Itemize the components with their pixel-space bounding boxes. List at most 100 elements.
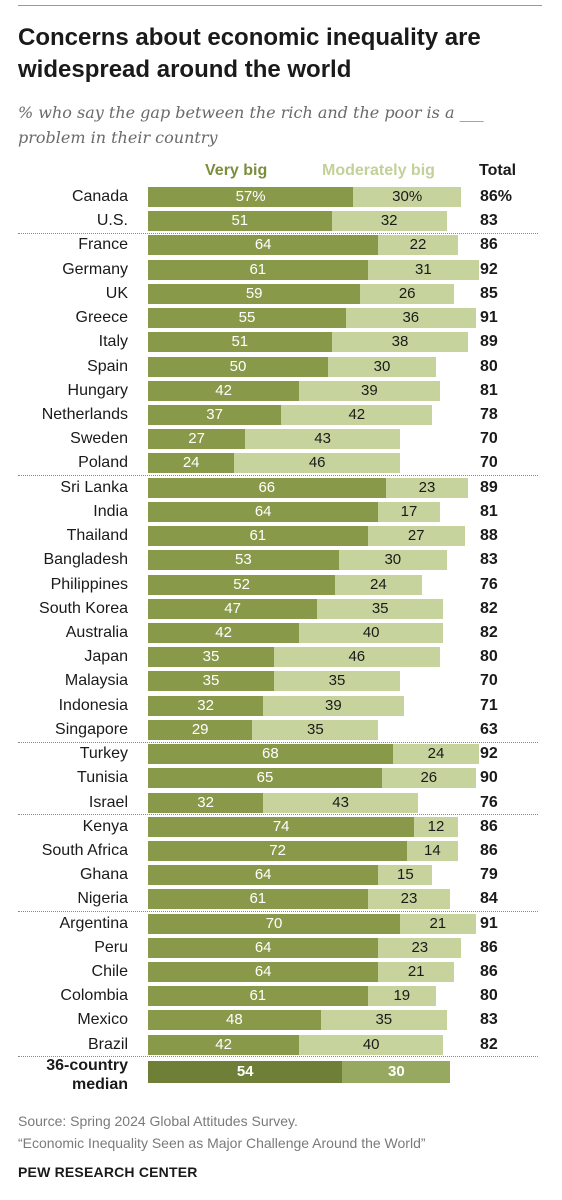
- country-row: Germany 61 31 92: [0, 258, 562, 282]
- total-value: 84: [480, 890, 498, 908]
- bar-very-big: 32: [148, 792, 264, 813]
- country-row: Chile 64 21 86: [0, 960, 562, 984]
- country-label: Bangladesh: [43, 551, 128, 569]
- total-value: 70: [480, 430, 498, 448]
- country-label: Canada: [71, 188, 128, 205]
- bar-moderately-big: 32: [331, 211, 447, 232]
- country-label: Malaysia: [64, 672, 128, 690]
- bar-moderately-big: 35: [320, 1010, 447, 1031]
- country-row: U.S. 51 32 83: [0, 209, 562, 233]
- bar-moderately-big: 40: [299, 1034, 444, 1055]
- bar-very-big: 42: [148, 380, 300, 401]
- bar-very-big: 64: [148, 962, 379, 983]
- total-value: 91: [480, 309, 498, 327]
- country-row: Thailand 61 27 88: [0, 524, 562, 548]
- country-row: Turkey 68 24 92: [0, 742, 562, 766]
- total-value: 82: [480, 1035, 498, 1053]
- country-label: Ghana: [79, 866, 128, 884]
- bar-very-big: 64: [148, 937, 379, 958]
- country-label: South Africa: [41, 841, 128, 859]
- bar-very-big: 35: [148, 671, 274, 692]
- country-label: Tunisia: [77, 769, 128, 787]
- group-separator: [18, 814, 538, 816]
- bar-very-big: 50: [148, 356, 328, 377]
- legend-moderately-big: Moderately big: [322, 162, 435, 179]
- country-label: UK: [105, 284, 128, 302]
- total-value: 80: [480, 987, 498, 1005]
- country-label: Poland: [78, 454, 128, 472]
- bar-moderately-big: 23: [367, 889, 451, 910]
- total-value: 63: [480, 720, 498, 738]
- country-label: Brazil: [87, 1035, 128, 1053]
- total-value: 78: [480, 405, 498, 423]
- total-value: 86: [480, 938, 498, 956]
- median-bar-moderately-big: 30: [342, 1060, 451, 1083]
- bar-very-big: 29: [148, 719, 253, 740]
- bar-moderately-big: 30%: [353, 187, 462, 207]
- pew-research-center-logo: PEW RESEARCH CENTER: [18, 1164, 198, 1180]
- bar-very-big: 52: [148, 574, 336, 595]
- bar-very-big: 72: [148, 840, 408, 861]
- group-separator: [18, 475, 538, 477]
- legend-total: Total: [479, 162, 517, 179]
- top-rule: [18, 5, 542, 6]
- total-value: 79: [480, 866, 498, 884]
- country-label: Netherlands: [41, 405, 128, 423]
- bar-very-big: 61: [148, 526, 368, 547]
- bar-moderately-big: 42: [281, 404, 433, 425]
- country-row: Greece 55 36 91: [0, 306, 562, 330]
- country-label: Greece: [75, 309, 128, 327]
- bar-moderately-big: 26: [382, 768, 476, 789]
- chart-subtitle: % who say the gap between the rich and t…: [18, 103, 484, 147]
- country-row: Japan 35 46 80: [0, 645, 562, 669]
- bar-very-big: 51: [148, 211, 332, 232]
- country-row: South Africa 72 14 86: [0, 839, 562, 863]
- total-value: 90: [480, 769, 498, 787]
- median-label: 36-country median: [46, 1057, 128, 1093]
- group-separator: [18, 741, 538, 743]
- country-row: Hungary 42 39 81: [0, 379, 562, 403]
- total-value: 83: [480, 1011, 498, 1029]
- country-label: U.S.: [96, 212, 128, 230]
- country-label: Colombia: [60, 987, 128, 1005]
- country-label: Spain: [87, 357, 128, 375]
- bar-moderately-big: 43: [245, 429, 400, 450]
- total-value: 80: [480, 357, 498, 375]
- bar-moderately-big: 22: [378, 235, 458, 256]
- country-label: Australia: [65, 623, 128, 641]
- bar-moderately-big: 36: [346, 308, 476, 329]
- total-value: 76: [480, 793, 498, 811]
- country-label: Sri Lanka: [60, 478, 128, 496]
- country-row: Nigeria 61 23 84: [0, 887, 562, 911]
- country-label: Hungary: [67, 381, 128, 399]
- total-value: 81: [480, 502, 498, 520]
- bar-moderately-big: 46: [234, 453, 400, 474]
- bar-moderately-big: 30: [328, 356, 436, 377]
- country-label: Turkey: [79, 745, 128, 763]
- total-value: 76: [480, 575, 498, 593]
- median-bar-very-big: 54: [148, 1060, 343, 1083]
- bar-moderately-big: 21: [400, 913, 476, 934]
- country-label: Singapore: [55, 720, 128, 738]
- country-label: Thailand: [66, 527, 128, 545]
- bar-very-big: 42: [148, 622, 300, 643]
- total-value: 91: [480, 914, 498, 932]
- bar-very-big: 59: [148, 283, 361, 304]
- bar-moderately-big: 35: [317, 598, 444, 619]
- country-row: Australia 42 40 82: [0, 621, 562, 645]
- bar-moderately-big: 23: [385, 477, 469, 498]
- country-label: Argentina: [59, 914, 129, 932]
- country-label: Kenya: [82, 817, 128, 835]
- total-value: 86: [480, 963, 498, 981]
- bar-moderately-big: 23: [378, 937, 462, 958]
- bar-very-big: 70: [148, 913, 400, 934]
- bar-moderately-big: 15: [378, 865, 433, 886]
- country-row: Israel 32 43 76: [0, 791, 562, 815]
- bar-very-big: 57%: [148, 187, 354, 207]
- bar-very-big: 32: [148, 695, 264, 716]
- total-value: 82: [480, 623, 498, 641]
- total-value: 70: [480, 672, 498, 690]
- country-row: Bangladesh 53 30 83: [0, 548, 562, 572]
- country-row: Italy 51 38 89: [0, 330, 562, 354]
- country-row: Singapore 29 35 63: [0, 718, 562, 742]
